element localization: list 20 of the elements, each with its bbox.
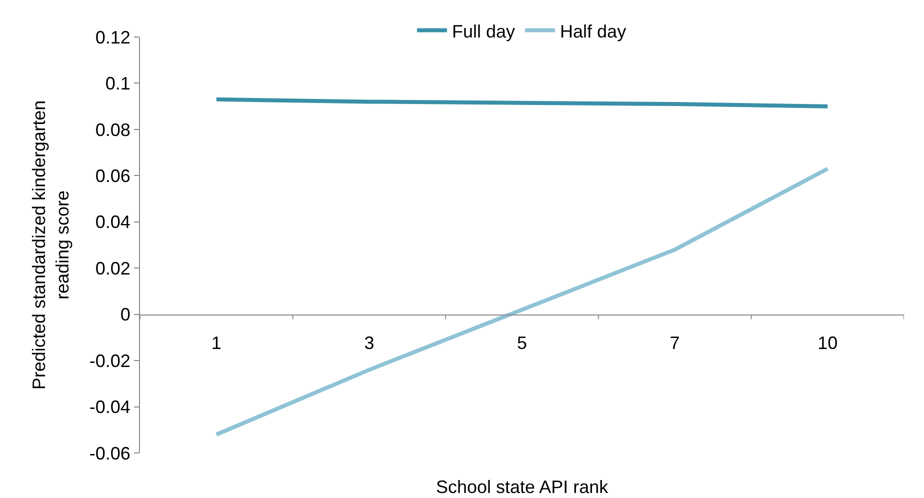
y-tick-label: 0.08 <box>95 120 130 140</box>
y-tick-label: 0.04 <box>95 212 130 232</box>
y-tick-label: -0.06 <box>89 443 130 464</box>
y-tick-label: 0.1 <box>105 74 130 94</box>
x-axis-title: School state API rank <box>436 477 610 497</box>
y-tick-label: -0.02 <box>89 350 130 371</box>
y-axis-title: Predicted standardized kindergarten reading score <box>29 100 73 390</box>
x-tick-label: 1 <box>211 332 222 353</box>
x-tick-label: 3 <box>364 332 374 353</box>
y-tick-label: 0 <box>120 304 130 325</box>
y-tick-label: 0.12 <box>95 27 130 48</box>
y-tick-label: 0.06 <box>95 166 130 186</box>
legend-label: Full day <box>452 21 516 42</box>
x-tick-label: 7 <box>670 332 680 353</box>
y-tick-label: -0.04 <box>89 397 130 418</box>
legend-label: Half day <box>560 21 626 42</box>
x-tick-label: 5 <box>516 332 528 353</box>
line-series <box>214 97 830 108</box>
x-tick-label: 10 <box>818 332 838 353</box>
y-tick-label: 0.02 <box>95 258 130 278</box>
